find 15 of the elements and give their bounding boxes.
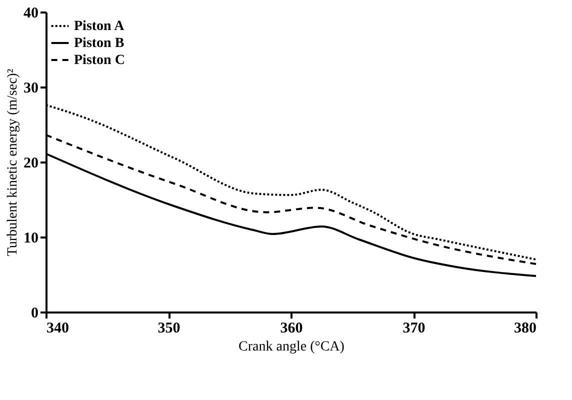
x-tick-label: 340	[46, 320, 69, 336]
y-tick-label: 30	[24, 80, 38, 96]
legend-label: Piston A	[74, 19, 126, 34]
legend-label: Piston B	[74, 36, 124, 51]
x-tick-label: 350	[158, 320, 180, 336]
legend-label: Piston C	[74, 53, 125, 68]
y-tick-label: 20	[24, 156, 38, 172]
x-tick-label: 370	[402, 320, 426, 336]
y-axis-title: Turbulent kinetic energy (m/sec)²	[6, 68, 20, 256]
y-tick-label: 10	[24, 230, 38, 246]
x-tick-label: 380	[514, 320, 536, 336]
x-tick-label: 360	[280, 320, 303, 336]
y-tick-label: 40	[24, 6, 38, 22]
y-tick-label: 0	[31, 306, 38, 322]
x-axis-title: Crank angle (°CA)	[238, 340, 345, 354]
